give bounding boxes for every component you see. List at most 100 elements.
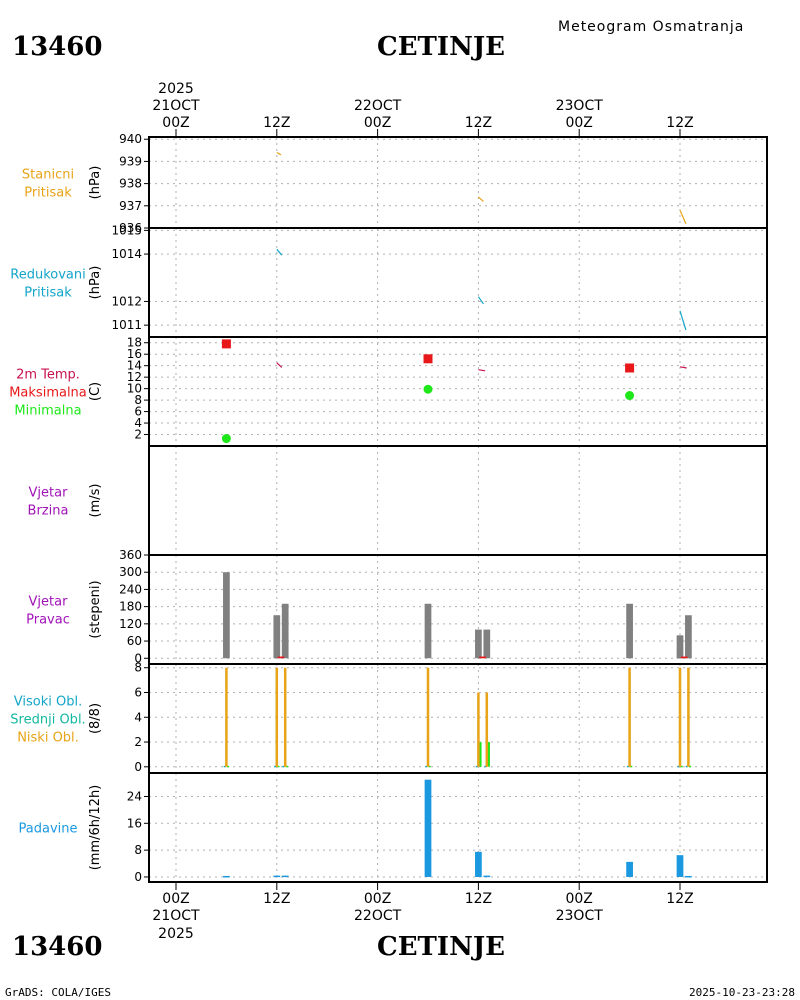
panel-title-line: Padavine: [19, 822, 78, 837]
panel-title-line: Vjetar: [29, 595, 69, 610]
panel-frame: [148, 227, 768, 338]
ytick-label: 8: [134, 661, 142, 675]
ytick-label: 2: [134, 735, 142, 749]
bar-padavine-blue: [475, 851, 482, 877]
bar-oblacnost-orange: [225, 667, 228, 767]
bar-oblacnost-orange: [687, 667, 690, 767]
ytick-label: 300: [119, 565, 142, 579]
line-redukovani: [276, 248, 283, 256]
ytick-label: 120: [119, 617, 142, 631]
xtick-day-top: 23OCT: [556, 98, 604, 114]
bar-vjetar_pravac-gray: [626, 603, 633, 659]
station-name-top: CETINJE: [377, 32, 505, 62]
bar-oblacnost-orange: [477, 692, 480, 767]
marker-min-temp: [221, 434, 231, 444]
ytick-label: 937: [119, 199, 142, 213]
bar-oblacnost-orange: [485, 692, 489, 767]
line-redukovani: [679, 310, 687, 331]
bar-oblacnost-cyan: [282, 765, 285, 768]
ytick-label: 10: [127, 382, 142, 396]
station-name-bottom: CETINJE: [377, 932, 505, 962]
ytick-label: 1014: [111, 247, 142, 261]
panel-padavine: 24 16 8 0 (mm/6h/12h) Padavine: [19, 772, 768, 884]
bar-vjetar_pravac-gray: [483, 629, 491, 659]
bar-oblacnost-green: [680, 765, 683, 768]
bar-oblacnost-cyan: [223, 765, 226, 768]
bar-oblacnost-cyan: [626, 765, 629, 768]
panel-frame: [148, 772, 768, 883]
ytick-label: 8: [134, 393, 142, 407]
ytick-label: 18: [127, 336, 142, 350]
marker-max-temp: [423, 354, 433, 364]
panel-title-line: Redukovani: [10, 268, 85, 283]
y-axis-label: (hPa): [88, 266, 103, 300]
ytick-label: 240: [119, 582, 142, 596]
panel-frame: [148, 663, 768, 774]
panels: 940939938937936(hPa)StanicniPritisak1015…: [9, 132, 768, 884]
bar-oblacnost-cyan: [425, 765, 428, 768]
panel-frame: [148, 445, 768, 556]
station-id-bottom: 13460: [12, 932, 102, 962]
ytick-label: 1011: [111, 318, 142, 332]
ytick-label: 8: [134, 843, 142, 857]
ytick-label: 2: [134, 428, 142, 442]
panel-frame: [148, 136, 768, 229]
ytick-label: 939: [119, 154, 142, 168]
y-axis-label: (8/8): [88, 703, 103, 734]
ytick-label: 14: [127, 359, 142, 373]
bar-padavine-blue: [273, 875, 281, 878]
ytick-label: 24: [127, 789, 142, 803]
bar-vjetar_pravac-gray: [281, 603, 289, 659]
panel-frame: [148, 336, 768, 447]
footer-credit: GrADS: COLA/IGES: [5, 986, 111, 999]
ytick-label: 0: [134, 870, 142, 884]
bar-vjetar_pravac-gray: [273, 615, 281, 659]
line-stanicni: [477, 196, 484, 202]
panel-title-line: Srednji Obl.: [10, 713, 85, 728]
bar-padavine-blue: [424, 779, 432, 877]
panel-title-line: Vjetar: [29, 486, 69, 501]
marker-min-temp: [625, 391, 635, 401]
ytick-label: 1015: [111, 223, 142, 237]
xtick-label-top: 12Z: [465, 115, 492, 131]
panel-oblacnost: 8 6 4 2 0 (8/8) Visoki Obl. Srednji Obl. Niski O…: [10, 661, 768, 774]
xtick-day-top: 21OCT: [152, 98, 200, 114]
bar-oblacnost-cyan: [677, 765, 680, 768]
year-label-top: 2025: [158, 81, 194, 97]
panel-vjetar_pravac: 360 300 240 180 120 60 0 (stepeni) Vjetar Pravac: [26, 548, 768, 665]
bar-vjetar_pravac-gray: [475, 629, 482, 659]
station-id-top: 13460: [12, 32, 102, 62]
footer-timestamp: 2025-10-23-23:28: [689, 986, 795, 999]
line-temperatura: [276, 362, 283, 368]
bar-oblacnost-green: [285, 765, 288, 768]
ytick-label: 60: [127, 634, 142, 648]
panel-title-line: Minimalna: [14, 404, 81, 419]
panel-title-line: Stanicni: [22, 168, 74, 183]
line-redukovani: [477, 296, 484, 305]
chart-title: Meteogram Osmatranja: [558, 19, 744, 35]
bar-vjetar_pravac-red: [277, 656, 285, 659]
ytick-label: 360: [119, 548, 142, 562]
panel-vjetar_brzina: (m/s) Vjetar Brzina: [28, 445, 768, 556]
marker-max-temp: [221, 339, 231, 349]
ytick-label: 0: [134, 651, 142, 665]
line-stanicni: [276, 151, 282, 156]
panel-title-line: Visoki Obl.: [14, 695, 82, 710]
panel-stanicni: 940 939 938 937 936 (hPa) Stanicni Pritisak: [22, 132, 768, 235]
bar-padavine-blue: [676, 855, 684, 877]
bar-vjetar_pravac-gray: [676, 635, 684, 659]
time-axis: 00Z00Z21OCT21OCT12Z12Z00Z00Z22OCT22OCT12…: [152, 81, 693, 942]
xtick-label-top: 12Z: [263, 115, 290, 131]
bar-padavine-blue: [483, 875, 491, 878]
xtick-label-bottom: 00Z: [565, 891, 592, 907]
bar-vjetar_pravac-gray: [685, 615, 692, 659]
xtick-label-bottom: 12Z: [263, 891, 290, 907]
bar-oblacnost-orange: [283, 667, 287, 767]
ytick-label: 16: [127, 816, 142, 830]
panel-title-line: Pravac: [26, 613, 70, 628]
bar-vjetar_pravac-gray: [223, 572, 230, 659]
y-axis-label: (stepeni): [88, 580, 103, 638]
bar-oblacnost-orange: [275, 667, 279, 767]
bar-oblacnost-green: [227, 765, 230, 768]
